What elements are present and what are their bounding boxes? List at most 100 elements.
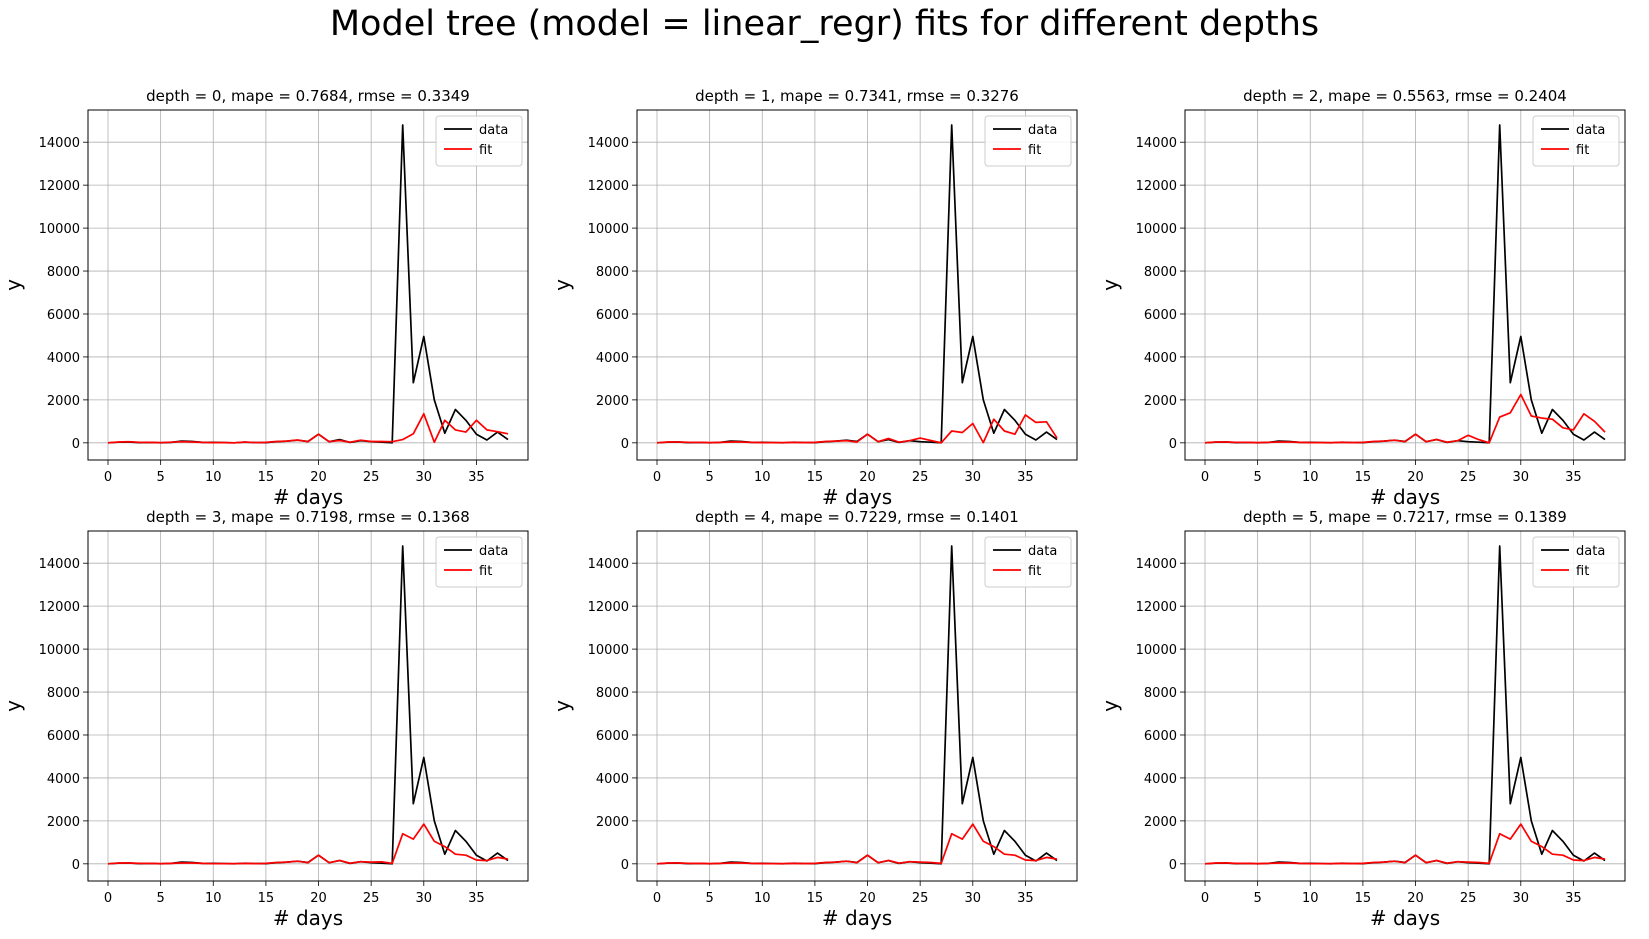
x-tick-label: 10	[205, 470, 222, 485]
series-line-fit	[107, 412, 509, 444]
x-tick-label: 5	[156, 470, 164, 485]
legend-label-data: data	[1028, 544, 1057, 559]
y-axis-label: y	[550, 279, 574, 291]
x-tick-label: 30	[416, 891, 433, 906]
y-tick-label: 2000	[596, 815, 629, 830]
x-tick-label: 20	[859, 470, 876, 485]
x-tick-label: 35	[468, 470, 485, 485]
x-tick-label: 10	[754, 470, 771, 485]
x-tick-label: 25	[912, 470, 929, 485]
y-tick-label: 8000	[47, 686, 80, 701]
x-tick-label: 35	[1565, 891, 1582, 906]
x-tick-label: 20	[859, 891, 876, 906]
axes-frame	[1184, 530, 1626, 882]
x-tick-label: 35	[468, 891, 485, 906]
x-tick-label: 0	[653, 470, 661, 485]
series-line-fit	[656, 414, 1058, 444]
y-tick-label: 14000	[588, 136, 629, 151]
subplot-title: depth = 3, mape = 0.7198, rmse = 0.1368	[146, 508, 470, 526]
legend-label-fit: fit	[479, 564, 492, 579]
y-axis-label: y	[550, 700, 574, 712]
y-tick-label: 0	[621, 858, 629, 873]
x-tick-label: 35	[1017, 470, 1034, 485]
subplot-3: 0 5 10 15 20 25 30 35 0 2000 4000 6000 8000 10000 1200…	[1098, 87, 1626, 509]
y-tick-label: 4000	[47, 772, 80, 787]
series-line-data	[656, 545, 1058, 865]
y-tick-label: 0	[1169, 858, 1177, 873]
y-tick-label: 12000	[588, 600, 629, 615]
legend-label-fit: fit	[479, 143, 492, 158]
subplot-title: depth = 5, mape = 0.7217, rmse = 0.1389	[1243, 508, 1567, 526]
subplot-title: depth = 2, mape = 0.5563, rmse = 0.2404	[1243, 87, 1567, 105]
x-tick-label: 35	[1017, 891, 1034, 906]
subplot-6: 0 5 10 15 20 25 30 35 0 2000 4000 6000 8000 10000 1200…	[1098, 508, 1626, 930]
y-tick-label: 14000	[39, 136, 80, 151]
x-tick-label: 25	[1460, 470, 1477, 485]
series-line-data	[107, 124, 509, 444]
series-line-fit	[1204, 823, 1606, 865]
y-tick-label: 12000	[588, 179, 629, 194]
legend-label-fit: fit	[1028, 564, 1041, 579]
y-tick-label: 10000	[588, 222, 629, 237]
series-line-fit	[107, 823, 509, 865]
axes-frame	[87, 109, 529, 461]
series-line-data	[1204, 124, 1606, 444]
y-tick-label: 8000	[47, 265, 80, 280]
x-tick-label: 15	[807, 470, 824, 485]
legend-label-data: data	[1028, 123, 1057, 138]
legend-label-data: data	[479, 544, 508, 559]
x-tick-label: 0	[104, 470, 112, 485]
y-tick-label: 12000	[1136, 179, 1177, 194]
y-tick-label: 6000	[47, 308, 80, 323]
y-tick-label: 10000	[1136, 643, 1177, 658]
x-tick-label: 20	[1407, 891, 1424, 906]
x-axis-label: # days	[822, 485, 892, 509]
series-line-data	[656, 124, 1058, 444]
subplot-1: 0 5 10 15 20 25 30 35 0 2000 4000 6000 8000 10000 1200…	[1, 87, 529, 509]
subplot-title: depth = 4, mape = 0.7229, rmse = 0.1401	[695, 508, 1019, 526]
y-tick-label: 8000	[1144, 686, 1177, 701]
x-tick-label: 15	[258, 470, 275, 485]
y-axis-label: y	[1098, 700, 1122, 712]
y-tick-label: 12000	[39, 179, 80, 194]
series-line-fit	[1204, 393, 1606, 444]
x-tick-label: 15	[807, 891, 824, 906]
y-tick-label: 8000	[596, 265, 629, 280]
axes-frame	[636, 109, 1078, 461]
x-tick-label: 30	[1513, 470, 1530, 485]
x-tick-label: 25	[1460, 891, 1477, 906]
x-tick-label: 0	[1201, 470, 1209, 485]
y-tick-label: 10000	[1136, 222, 1177, 237]
y-tick-label: 4000	[596, 351, 629, 366]
x-tick-label: 25	[363, 470, 380, 485]
x-axis-label: # days	[273, 906, 343, 930]
y-tick-label: 14000	[588, 557, 629, 572]
y-tick-label: 10000	[39, 643, 80, 658]
y-tick-label: 2000	[1144, 815, 1177, 830]
axes-frame	[1184, 109, 1626, 461]
y-tick-label: 14000	[39, 557, 80, 572]
y-axis-label: y	[1, 279, 25, 291]
x-tick-label: 30	[416, 470, 433, 485]
subplot-4: 0 5 10 15 20 25 30 35 0 2000 4000 6000 8000 10000 1200…	[1, 508, 529, 930]
legend-label-fit: fit	[1576, 564, 1589, 579]
y-axis-label: y	[1098, 279, 1122, 291]
subplot-title: depth = 0, mape = 0.7684, rmse = 0.3349	[146, 87, 470, 105]
y-tick-label: 14000	[1136, 136, 1177, 151]
legend-label-data: data	[1576, 544, 1605, 559]
y-tick-label: 0	[1169, 437, 1177, 452]
y-tick-label: 0	[72, 858, 80, 873]
x-axis-label: # days	[273, 485, 343, 509]
y-tick-label: 2000	[47, 394, 80, 409]
y-tick-label: 8000	[596, 686, 629, 701]
x-tick-label: 30	[1513, 891, 1530, 906]
x-tick-label: 5	[705, 470, 713, 485]
x-tick-label: 15	[1355, 470, 1372, 485]
y-tick-label: 6000	[596, 729, 629, 744]
legend-label-fit: fit	[1576, 143, 1589, 158]
y-tick-label: 12000	[39, 600, 80, 615]
y-tick-label: 6000	[1144, 308, 1177, 323]
y-tick-label: 12000	[1136, 600, 1177, 615]
x-tick-label: 10	[205, 891, 222, 906]
